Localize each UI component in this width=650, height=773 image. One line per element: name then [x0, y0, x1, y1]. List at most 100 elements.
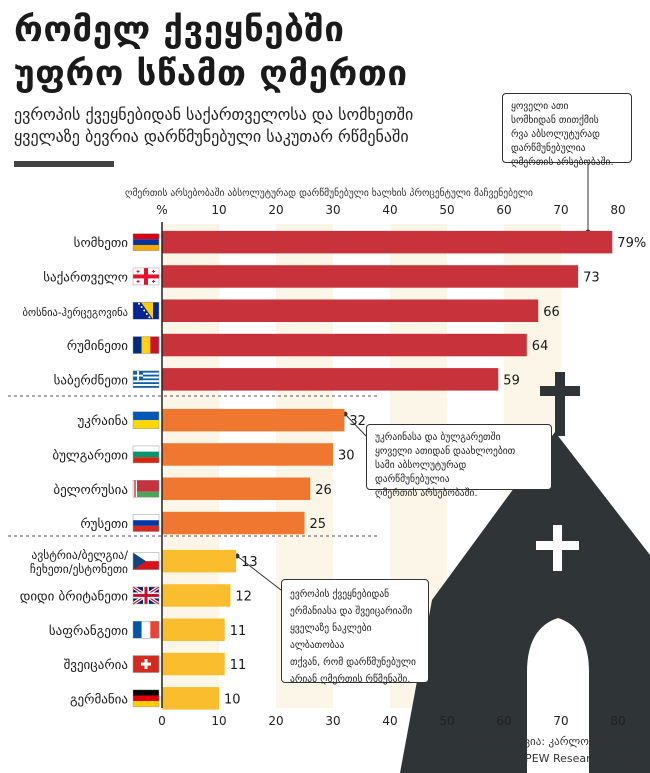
church-door [527, 618, 589, 773]
bar-value-label: 26 [315, 483, 332, 498]
bar-france [162, 618, 225, 641]
credit-visualization: ვიზუალიზაცია: კარლოს კოელიო [467, 735, 644, 748]
bar-romania [162, 333, 527, 357]
annotation-germany-switzerland: ევროპის ქვეყნებიდან ერმანიასა და შვეიცარ… [281, 579, 429, 685]
x-tick-label-bottom: 40 [382, 714, 397, 728]
bar-value-label: 73 [583, 270, 600, 285]
flag-romania-icon [132, 336, 160, 354]
flag-ukraine-icon [132, 411, 160, 429]
x-tick-label-top: 20 [268, 203, 283, 217]
country-label: რუმინეთი [67, 339, 128, 354]
flag-belarus-icon [132, 480, 160, 498]
country-label: გერმანია [70, 692, 128, 707]
flag-czech-icon [132, 552, 160, 570]
annotation-line: ერმანიასა და შვეიცარიაში [290, 606, 413, 617]
bar-value-label: 66 [543, 305, 560, 320]
bar-germany [162, 687, 219, 710]
country-label: შვეიცარია [64, 658, 128, 673]
annotation-line: ღმერთის არსებობაში. [375, 488, 478, 499]
bar-ukraine [162, 408, 345, 432]
bar-value-label: 25 [310, 517, 327, 532]
bar-value-label: 13 [241, 555, 258, 570]
country-label: საბერძნეთი [54, 373, 129, 388]
country-label: დიდი ბრიტანეთი [20, 589, 129, 604]
annotation-line: ყოველი ათიდან დაახლოებით [375, 446, 516, 457]
bar-value-label: 11 [230, 624, 247, 639]
bar-georgia [162, 265, 579, 288]
annotation-pointer [236, 555, 282, 591]
flag-greece-icon [132, 370, 160, 389]
flag-russia-icon [132, 514, 160, 532]
credit-source: წყარო: PEW Research Center [483, 752, 644, 765]
annotation-line: ევროპის ქვეყნებიდან [290, 589, 390, 600]
window-cross-horizontal [536, 541, 579, 550]
country-label-line-2: ჩეხეთი/ესტონეთი [30, 562, 128, 576]
bar-uk [162, 584, 231, 607]
annotation-ukraine-bulgaria: უკრაინასა და ბულგარეთში ყოველი ათიდან და… [366, 424, 552, 499]
x-tick-label-top: 10 [211, 203, 226, 217]
country-label: რუსეთი [80, 517, 128, 532]
x-tick-label-top: 80 [610, 203, 625, 217]
axis-unit-label: % [156, 203, 167, 217]
annotation-line: უკრაინასა და ბულგარეთში [375, 432, 501, 443]
x-tick-label-top: 40 [382, 203, 397, 217]
bar-value-label: 79% [617, 236, 646, 251]
flag-germany-icon [132, 689, 160, 708]
flag-bulgaria-icon [132, 445, 160, 464]
flag-france-icon [132, 621, 160, 639]
subtitle-line-1: ევროპის ქვეყნებიდან საქართველოსა და სომხ… [14, 105, 414, 124]
bar-value-label: 11 [230, 658, 247, 673]
country-label: სომხეთი [74, 236, 129, 251]
cross-horizontal [540, 386, 580, 396]
country-label: საფრანგეთი [49, 624, 128, 639]
x-tick-label-bottom: 50 [439, 714, 454, 728]
flag-georgia-icon [132, 267, 160, 286]
country-label: საქართველო [43, 270, 128, 285]
flag-bosnia-icon [132, 302, 160, 320]
x-tick-label-bottom: 60 [496, 714, 511, 728]
annotation-line: ყველაზე ნაკლები ალბათობაა [290, 623, 372, 651]
country-label: ბოსნია-ჰერცეგოვინა [22, 307, 128, 319]
annotation-line: რვა აბსოლუტურად [511, 129, 600, 140]
page-title-line-2: უფრო სწამთ ღმერთი [14, 54, 408, 94]
title-divider [14, 161, 114, 167]
flag-uk-icon [132, 585, 160, 606]
annotation-line: სამი აბსოლუტურად დარწმუნებულია [375, 460, 467, 485]
x-tick-label-bottom: 10 [211, 714, 226, 728]
page-title-line-1: რომელ ქვეყნებში [14, 10, 345, 50]
subtitle-line-2: ყველაზე ბევრია დარწმუნებული საკუთარ რწმე… [14, 127, 409, 146]
x-tick-label-bottom: 80 [610, 714, 625, 728]
x-tick-label-bottom: 30 [325, 714, 340, 728]
bar-russia [162, 511, 305, 535]
cross-vertical [555, 372, 565, 436]
bar-greece [162, 368, 499, 391]
annotation-line: თქვან, რომ დარწმუნებული [290, 657, 416, 668]
church-illustration [400, 372, 650, 773]
axis-title: ღმერთის არსებობაში აბსოლუტურად დარწმუნებ… [125, 188, 533, 199]
country-label: ბულგარეთი [52, 448, 128, 463]
annotation-line: ყოველი ათი [511, 101, 569, 112]
x-tick-label-bottom: 0 [158, 714, 166, 728]
bar-armenia [162, 230, 613, 254]
country-label: უკრაინა [78, 414, 129, 429]
annotation-armenia: ყოველი ათი სომხიდან თითქმის რვა აბსოლუტუ… [502, 93, 632, 168]
x-tick-label-top: 30 [325, 203, 340, 217]
bar-value-label: 32 [349, 414, 366, 429]
country-label-line-1: ავსტრია/ბელგია/ [32, 548, 129, 562]
x-tick-label-bottom: 70 [553, 714, 568, 728]
bar-switzerland [162, 652, 225, 676]
bar-value-label: 12 [235, 589, 252, 604]
bar-value-label: 30 [338, 448, 355, 463]
x-tick-label-top: 50 [439, 203, 454, 217]
bar-value-label: 10 [224, 692, 241, 707]
flag-armenia-icon [132, 233, 160, 251]
x-tick-label-bottom: 20 [268, 714, 283, 728]
bar-bosnia [162, 299, 539, 322]
bar-value-label: 59 [503, 373, 520, 388]
annotation-line: სომხიდან თითქმის [511, 115, 599, 126]
annotation-line: ღმერთის არსებობაში. [511, 157, 614, 168]
country-label: ბელორუსია [53, 483, 128, 498]
annotation-line: დარწმუნებულია [511, 143, 586, 154]
bar-belarus [162, 477, 311, 500]
